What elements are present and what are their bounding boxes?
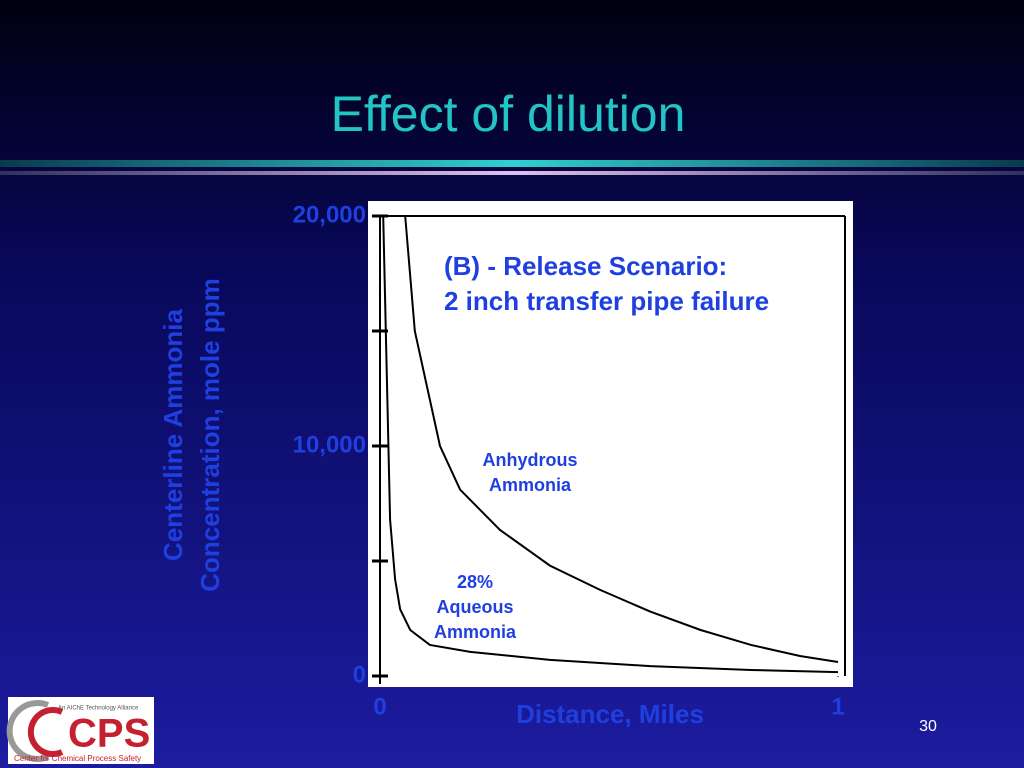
annotation: (B) - Release Scenario: (444, 251, 727, 281)
y-axis-label: Centerline Ammonia (158, 309, 188, 561)
y-tick-label: 10,000 (293, 431, 366, 458)
series-line (382, 215, 839, 674)
series-line (404, 215, 839, 663)
slide-title: Effect of dilution (331, 86, 686, 142)
logo-tagline: An AIChE Technology Alliance (58, 706, 139, 712)
y-tick-label: 0 (353, 661, 366, 688)
x-tick-label: 0 (373, 693, 386, 720)
logo-arc (6, 700, 50, 762)
logo-arc (27, 707, 64, 757)
y-axis-label: Concentration, mole ppm (195, 278, 225, 591)
x-axis-label: Distance, Miles (516, 699, 704, 729)
plot-area (368, 201, 853, 687)
y-tick-label: 20,000 (293, 201, 366, 228)
logo-name: CPS (68, 712, 150, 756)
plot: 0 10,000 20,000 0 1 (B) - Release Scenario: 2 … (293, 201, 846, 720)
series-label: 28% Aqueous Ammonia (433, 572, 516, 642)
divider (0, 171, 1024, 175)
x-tick-label: 1 (831, 693, 844, 720)
divider (0, 160, 1024, 167)
page-number: 30 (919, 718, 937, 735)
annotation: 2 inch transfer pipe failure (444, 286, 769, 316)
series-label: Anhydrous Ammonia (482, 450, 578, 495)
logo-full-name: Center for Chemical Process Safety (14, 754, 141, 763)
